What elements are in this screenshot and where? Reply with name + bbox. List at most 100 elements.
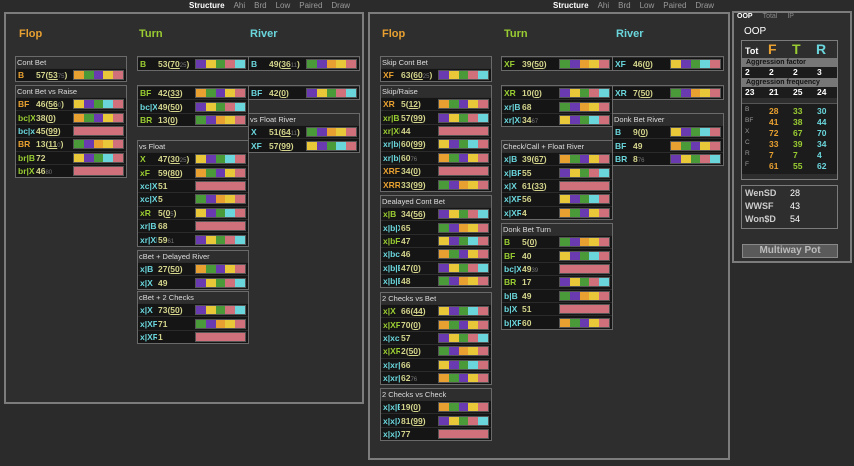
stat-row[interactable]: x|b|B47(0) (381, 260, 491, 274)
stat-row[interactable]: x|XF 70(0) (381, 317, 491, 331)
range-bar[interactable] (438, 249, 489, 260)
stat-row[interactable]: BR 876 (613, 151, 723, 166)
range-bar[interactable] (438, 319, 489, 330)
stat-row[interactable]: xc|XR5 (138, 192, 248, 206)
tab-draw[interactable]: Draw (331, 1, 351, 10)
range-bar[interactable] (670, 153, 721, 164)
stat-row[interactable]: XF 57(99) (249, 138, 359, 152)
stat-row[interactable]: xr|XF3467 (502, 112, 612, 127)
stat-row[interactable]: x|B 34(56) (381, 207, 491, 221)
range-bar[interactable] (306, 127, 357, 138)
range-bar[interactable] (559, 263, 610, 274)
stat-row[interactable]: b|B 49 (502, 288, 612, 302)
range-bar[interactable] (670, 88, 721, 99)
range-bar[interactable] (559, 88, 610, 99)
stat-row[interactable]: x|xr|B66 (381, 357, 491, 371)
stat-row[interactable]: b|X 51 (502, 301, 612, 316)
stat-row[interactable]: BF 40 (502, 248, 612, 262)
range-bar[interactable] (559, 304, 610, 315)
range-bar[interactable] (195, 101, 246, 112)
stat-row[interactable]: bc|XF38(0) (16, 110, 126, 124)
stat-row[interactable]: BF 49 (613, 138, 723, 152)
stat-row[interactable]: BR 13(0) (138, 112, 248, 127)
stat-row[interactable]: BR 13(110) (16, 137, 126, 151)
range-bar[interactable] (73, 70, 124, 81)
stat-row[interactable]: x|b|BF48 (381, 273, 491, 288)
tab-oop[interactable]: OOP (737, 13, 753, 20)
stat-row[interactable]: XRR 33(99) (381, 177, 491, 191)
stat-row[interactable]: xr|B 68 (138, 218, 248, 233)
range-bar[interactable] (438, 166, 489, 177)
tab-paired[interactable]: Paired (663, 1, 687, 10)
range-bar[interactable] (559, 277, 610, 288)
stat-row[interactable]: B 5(0) (502, 235, 612, 249)
range-bar[interactable] (195, 234, 246, 245)
stat-row[interactable]: BF 42(0) (249, 86, 359, 100)
stat-row[interactable]: B 57(5375) (16, 68, 126, 82)
range-bar[interactable] (438, 125, 489, 136)
stat-row[interactable]: b|XF 60 (502, 315, 612, 329)
range-bar[interactable] (438, 139, 489, 150)
tab-ahi[interactable]: Ahi (233, 1, 246, 10)
stat-row[interactable]: x|B 39(67) (502, 152, 612, 166)
range-bar[interactable] (306, 59, 357, 70)
range-bar[interactable] (438, 306, 489, 317)
stat-row[interactable]: XRF 34(0) (381, 163, 491, 178)
range-bar[interactable] (559, 180, 610, 191)
stat-row[interactable]: xF 59(80) (138, 165, 248, 179)
range-bar[interactable] (559, 194, 610, 205)
stat-row[interactable]: BR 17 (502, 275, 612, 289)
range-bar[interactable] (438, 402, 489, 413)
stat-row[interactable]: x|X 49 (138, 275, 248, 289)
stat-row[interactable]: XR 7(50) (613, 86, 723, 100)
range-bar[interactable] (195, 88, 246, 99)
stat-row[interactable]: x|x|XF77 (381, 426, 491, 441)
range-bar[interactable] (438, 415, 489, 426)
range-bar[interactable] (559, 59, 610, 70)
range-bar[interactable] (438, 235, 489, 246)
range-bar[interactable] (559, 317, 610, 328)
stat-row[interactable]: x|x|B19(0) (381, 400, 491, 414)
stat-row[interactable]: bc|xc|XF45(99) (16, 123, 126, 138)
range-bar[interactable] (195, 331, 246, 342)
stat-row[interactable]: X 47(3025) (138, 152, 248, 166)
stat-row[interactable]: xr|b|XF6076 (381, 150, 491, 164)
range-bar[interactable] (559, 167, 610, 178)
stat-row[interactable]: xr|b|B60(99) (381, 137, 491, 151)
tab-brd[interactable]: Brd (618, 1, 631, 10)
stat-row[interactable]: x|X 61(33) (502, 178, 612, 193)
range-bar[interactable] (559, 114, 610, 125)
stat-row[interactable]: x|XR 1 (138, 329, 248, 344)
range-bar[interactable] (438, 346, 489, 357)
range-bar[interactable] (670, 140, 721, 151)
tab-structure[interactable]: Structure (553, 1, 589, 10)
range-bar[interactable] (73, 166, 124, 177)
stat-row[interactable]: x|XF 71 (138, 316, 248, 330)
range-bar[interactable] (195, 194, 246, 205)
range-bar[interactable] (195, 277, 246, 288)
stat-row[interactable]: B 49(3611) (249, 57, 359, 71)
stat-row[interactable]: B 53(7025) (138, 57, 248, 71)
stat-row[interactable]: xr|B 68 (502, 99, 612, 113)
multiway-pot-button[interactable]: Multiway Pot (742, 244, 838, 258)
range-bar[interactable] (438, 373, 489, 384)
range-bar[interactable] (559, 237, 610, 248)
tab-paired[interactable]: Paired (299, 1, 323, 10)
tab-low[interactable]: Low (275, 1, 291, 10)
stat-row[interactable]: bc|XF4939 (502, 261, 612, 276)
range-bar[interactable] (306, 88, 357, 99)
range-bar[interactable] (73, 112, 124, 123)
range-bar[interactable] (195, 180, 246, 191)
range-bar[interactable] (195, 305, 246, 316)
stat-row[interactable]: br|XF4680 (16, 163, 126, 178)
stat-row[interactable]: BF 42(33) (138, 86, 248, 100)
range-bar[interactable] (438, 359, 489, 370)
range-bar[interactable] (195, 221, 246, 232)
range-bar[interactable] (438, 262, 489, 273)
tab-structure[interactable]: Structure (189, 1, 225, 10)
range-bar[interactable] (438, 112, 489, 123)
tab-draw[interactable]: Draw (695, 1, 715, 10)
range-bar[interactable] (559, 250, 610, 261)
